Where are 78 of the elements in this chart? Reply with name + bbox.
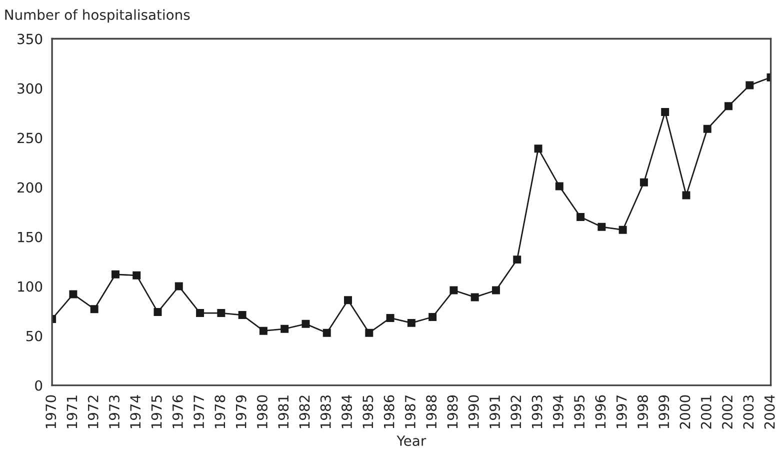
- point: [746, 81, 754, 90]
- point: [90, 305, 98, 314]
- x-tick-label: 1998: [637, 395, 648, 428]
- x-tick-label: 1994: [552, 395, 564, 428]
- x-tick-label: 1972: [88, 396, 98, 428]
- x-tick-label: 1973: [109, 395, 120, 428]
- point: [661, 108, 670, 116]
- point: [280, 324, 289, 333]
- x-tick-label: 1990: [468, 395, 479, 428]
- x-tick-label: 1981: [278, 396, 289, 428]
- point: [386, 314, 394, 322]
- x-tick-label: 1970: [46, 395, 56, 428]
- point: [174, 282, 183, 290]
- x-tick-label: 1980: [256, 395, 268, 428]
- point: [196, 309, 204, 318]
- point: [365, 328, 374, 337]
- point: [703, 124, 712, 133]
- point: [618, 226, 627, 234]
- y-tick-label: 250: [18, 132, 42, 144]
- point: [238, 311, 246, 320]
- x-tick-label: 1984: [342, 395, 352, 428]
- x-tick-label: 1976: [172, 395, 183, 428]
- x-tick-label: 1989: [447, 395, 458, 428]
- x-tick-label: 2001: [700, 396, 712, 429]
- y-tick-label: 0: [35, 380, 42, 391]
- point: [217, 309, 226, 318]
- point: [470, 293, 479, 302]
- x-tick-label: 2004: [764, 395, 775, 429]
- x-tick-label: 1975: [151, 396, 162, 428]
- x-tick-label: 1979: [236, 395, 246, 428]
- y-tick-label: 150: [18, 232, 42, 242]
- x-tick-label: 1997: [616, 396, 627, 428]
- x-tick-label: 1991: [490, 396, 500, 428]
- x-tick-label: 1987: [404, 396, 416, 428]
- x-tick-label: 1996: [595, 395, 606, 428]
- point: [555, 182, 564, 190]
- point: [322, 328, 331, 337]
- y-tick-label: 300: [18, 83, 42, 94]
- x-tick-label: 1993: [532, 395, 542, 428]
- point: [640, 178, 648, 186]
- point: [344, 296, 352, 304]
- point: [513, 256, 522, 264]
- y-tick-label: 50: [26, 330, 42, 342]
- x-tick-label: 1988: [426, 395, 437, 428]
- x-tick-label: 1983: [320, 395, 331, 428]
- point: [302, 320, 310, 328]
- x-tick-label: 2002: [722, 396, 733, 429]
- point: [598, 222, 606, 231]
- y-tick-label: 350: [18, 34, 42, 44]
- point: [111, 270, 120, 278]
- point: [154, 308, 162, 316]
- point: [724, 102, 732, 110]
- point: [492, 286, 500, 294]
- point: [534, 144, 542, 153]
- x-tick-label: 1992: [510, 396, 522, 428]
- x-tick-label: 1977: [194, 396, 204, 428]
- x-tick-label: 1985: [362, 396, 374, 428]
- x-tick-label: 1978: [214, 395, 226, 428]
- y-axis-title: Number of hospitalisations: [5, 9, 190, 23]
- y-tick-label: 200: [18, 182, 42, 193]
- point: [682, 191, 690, 200]
- x-axis-title: Year: [396, 436, 426, 446]
- x-tick-label: 1986: [384, 395, 394, 428]
- point: [407, 318, 416, 327]
- x-tick-label: 2000: [680, 395, 690, 429]
- point: [259, 326, 268, 335]
- y-tick-label: 100: [18, 281, 42, 292]
- point: [450, 286, 458, 294]
- point: [69, 290, 78, 298]
- x-tick-label: 1982: [299, 396, 310, 428]
- point: [132, 271, 141, 280]
- point: [576, 213, 585, 221]
- x-tick-label: 1971: [66, 396, 78, 428]
- x-tick-label: 1995: [574, 396, 585, 428]
- x-tick-label: 1974: [130, 395, 141, 428]
- x-tick-label: 1999: [658, 395, 670, 428]
- point: [428, 313, 437, 321]
- x-tick-label: 2003: [743, 395, 754, 429]
